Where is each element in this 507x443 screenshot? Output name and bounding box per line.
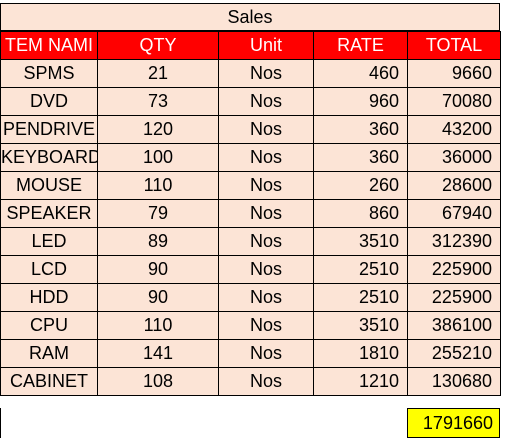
- rate-cell[interactable]: 2510: [313, 255, 408, 284]
- rate-cell[interactable]: 960: [313, 87, 408, 116]
- qty-cell[interactable]: 21: [97, 59, 219, 88]
- rate-cell[interactable]: 460: [313, 59, 408, 88]
- item-cell[interactable]: RAM: [0, 339, 98, 368]
- table-row: SPEAKER 79 Nos 860 67940: [0, 199, 501, 228]
- qty-cell[interactable]: 141: [97, 339, 219, 368]
- item-cell[interactable]: KEYBOARD: [0, 143, 98, 172]
- item-cell[interactable]: PENDRIVE: [0, 115, 98, 144]
- header-row: TEM NAMI QTY Unit RATE TOTAL: [0, 31, 501, 60]
- rate-cell[interactable]: 360: [313, 115, 408, 144]
- table-row: LED 89 Nos 3510 312390: [0, 227, 501, 256]
- rate-cell[interactable]: 1810: [313, 339, 408, 368]
- rate-cell[interactable]: 1210: [313, 367, 408, 396]
- rate-cell[interactable]: 360: [313, 143, 408, 172]
- column-header-rate[interactable]: RATE: [313, 31, 408, 60]
- total-cell[interactable]: 28600: [407, 171, 501, 200]
- unit-cell[interactable]: Nos: [218, 87, 314, 116]
- qty-cell[interactable]: 120: [97, 115, 219, 144]
- qty-cell[interactable]: 110: [97, 311, 219, 340]
- item-cell[interactable]: LED: [0, 227, 98, 256]
- unit-cell[interactable]: Nos: [218, 367, 314, 396]
- grand-total-cell[interactable]: 1791660: [407, 408, 500, 438]
- rate-cell[interactable]: 2510: [313, 283, 408, 312]
- unit-cell[interactable]: Nos: [218, 115, 314, 144]
- table-row: LCD 90 Nos 2510 225900: [0, 255, 501, 284]
- table-row: CPU 110 Nos 3510 386100: [0, 311, 501, 340]
- table-row: DVD 73 Nos 960 70080: [0, 87, 501, 116]
- qty-cell[interactable]: 90: [97, 255, 219, 284]
- rate-cell[interactable]: 3510: [313, 227, 408, 256]
- total-cell[interactable]: 312390: [407, 227, 501, 256]
- total-cell[interactable]: 130680: [407, 367, 501, 396]
- unit-cell[interactable]: Nos: [218, 199, 314, 228]
- sheet-title[interactable]: Sales: [0, 3, 500, 31]
- unit-cell[interactable]: Nos: [218, 171, 314, 200]
- total-cell[interactable]: 386100: [407, 311, 501, 340]
- unit-cell[interactable]: Nos: [218, 59, 314, 88]
- item-cell[interactable]: CABINET: [0, 367, 98, 396]
- total-cell[interactable]: 36000: [407, 143, 501, 172]
- column-header-item[interactable]: TEM NAMI: [0, 31, 98, 60]
- total-cell[interactable]: 225900: [407, 283, 501, 312]
- unit-cell[interactable]: Nos: [218, 227, 314, 256]
- total-cell[interactable]: 9660: [407, 59, 501, 88]
- unit-cell[interactable]: Nos: [218, 339, 314, 368]
- table-row: MOUSE 110 Nos 260 28600: [0, 171, 501, 200]
- table-row: RAM 141 Nos 1810 255210: [0, 339, 501, 368]
- rate-cell[interactable]: 860: [313, 199, 408, 228]
- qty-cell[interactable]: 79: [97, 199, 219, 228]
- unit-cell[interactable]: Nos: [218, 283, 314, 312]
- item-cell[interactable]: SPMS: [0, 59, 98, 88]
- table-row: HDD 90 Nos 2510 225900: [0, 283, 501, 312]
- table-row: PENDRIVE 120 Nos 360 43200: [0, 115, 501, 144]
- table-row: SPMS 21 Nos 460 9660: [0, 59, 501, 88]
- item-cell[interactable]: HDD: [0, 283, 98, 312]
- qty-cell[interactable]: 89: [97, 227, 219, 256]
- unit-cell[interactable]: Nos: [218, 311, 314, 340]
- column-header-unit[interactable]: Unit: [218, 31, 314, 60]
- item-cell[interactable]: DVD: [0, 87, 98, 116]
- item-cell[interactable]: MOUSE: [0, 171, 98, 200]
- sales-table: TEM NAMI QTY Unit RATE TOTAL SPMS 21 Nos 46…: [0, 31, 501, 396]
- total-cell[interactable]: 70080: [407, 87, 501, 116]
- total-cell[interactable]: 255210: [407, 339, 501, 368]
- total-cell[interactable]: 43200: [407, 115, 501, 144]
- unit-cell[interactable]: Nos: [218, 143, 314, 172]
- column-header-qty[interactable]: QTY: [97, 31, 219, 60]
- total-cell[interactable]: 67940: [407, 199, 501, 228]
- item-cell[interactable]: CPU: [0, 311, 98, 340]
- rate-cell[interactable]: 3510: [313, 311, 408, 340]
- qty-cell[interactable]: 110: [97, 171, 219, 200]
- rate-cell[interactable]: 260: [313, 171, 408, 200]
- qty-cell[interactable]: 90: [97, 283, 219, 312]
- table-row: CABINET 108 Nos 1210 130680: [0, 367, 501, 396]
- qty-cell[interactable]: 73: [97, 87, 219, 116]
- item-cell[interactable]: SPEAKER: [0, 199, 98, 228]
- grand-total-row: [0, 408, 500, 438]
- column-header-total[interactable]: TOTAL: [407, 31, 501, 60]
- item-cell[interactable]: LCD: [0, 255, 98, 284]
- total-cell[interactable]: 225900: [407, 255, 501, 284]
- table-row: KEYBOARD 100 Nos 360 36000: [0, 143, 501, 172]
- qty-cell[interactable]: 108: [97, 367, 219, 396]
- qty-cell[interactable]: 100: [97, 143, 219, 172]
- unit-cell[interactable]: Nos: [218, 255, 314, 284]
